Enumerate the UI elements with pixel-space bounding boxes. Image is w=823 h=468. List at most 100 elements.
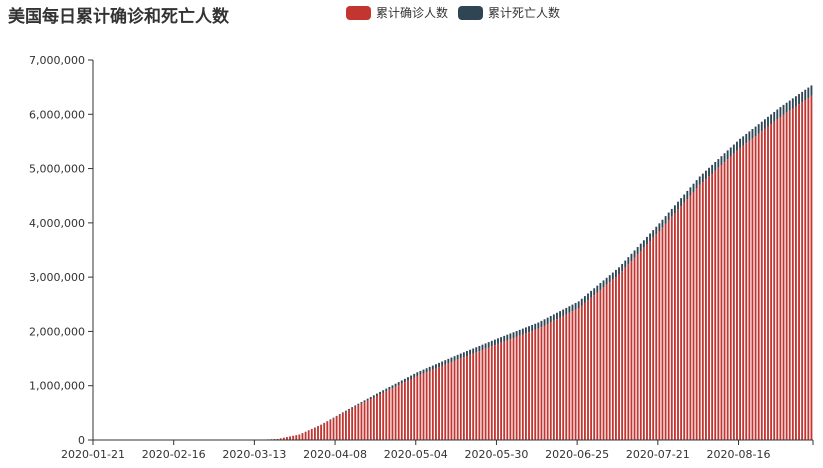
bar-confirmed: [649, 241, 651, 440]
bar-deaths: [503, 335, 506, 342]
bar-deaths: [497, 338, 499, 344]
bar-confirmed: [776, 119, 779, 440]
bar-confirmed: [534, 329, 537, 440]
bar-deaths: [627, 257, 630, 265]
bar-deaths: [742, 136, 745, 146]
bar-confirmed: [372, 397, 375, 440]
bar-deaths: [475, 347, 478, 353]
bar-deaths: [407, 377, 409, 381]
bar-confirmed: [310, 429, 313, 440]
bar-deaths: [732, 144, 735, 154]
bar-deaths: [571, 304, 574, 312]
bar-confirmed: [767, 126, 769, 441]
bar-confirmed: [670, 216, 673, 440]
bar-confirmed: [667, 220, 670, 440]
bar-confirmed: [742, 145, 745, 440]
bar-deaths: [447, 358, 450, 364]
bar-confirmed: [332, 418, 335, 440]
bar-confirmed: [509, 339, 512, 440]
bar-confirmed: [788, 110, 791, 441]
x-tick-label: 2020-06-25: [545, 448, 609, 461]
bar-confirmed: [279, 438, 282, 440]
bar-confirmed: [435, 368, 437, 440]
bar-confirmed: [782, 114, 785, 440]
bar-deaths: [652, 230, 655, 238]
bar-confirmed: [400, 383, 403, 440]
bar-confirmed: [807, 97, 810, 440]
bar-confirmed: [559, 317, 561, 440]
bar-confirmed: [403, 382, 406, 440]
bar-confirmed: [363, 402, 366, 440]
bar-confirmed: [673, 213, 676, 440]
bar-confirmed: [289, 436, 291, 440]
bar-confirmed: [301, 433, 304, 440]
bar-deaths: [587, 293, 589, 301]
bar-deaths: [413, 373, 416, 378]
bar-confirmed: [717, 167, 720, 440]
bar-deaths: [680, 198, 683, 207]
bar-deaths: [369, 396, 372, 400]
bar-confirmed: [627, 264, 630, 440]
bar-deaths: [608, 275, 611, 283]
bar-confirmed: [456, 359, 459, 440]
y-tick-label: 0: [78, 434, 85, 447]
bar-confirmed: [518, 335, 521, 440]
bar-confirmed: [490, 346, 493, 440]
bar-deaths: [425, 368, 428, 373]
bar-confirmed: [391, 388, 394, 440]
bar-deaths: [773, 111, 776, 122]
y-tick-label: 6,000,000: [29, 108, 85, 121]
bar-deaths: [683, 194, 686, 203]
bar-confirmed: [317, 426, 319, 440]
bar-deaths: [360, 402, 363, 404]
bar-deaths: [521, 328, 524, 335]
bar-confirmed: [692, 191, 695, 440]
bar-confirmed: [394, 386, 397, 440]
bar-deaths: [785, 102, 788, 113]
bar-confirmed: [773, 121, 776, 440]
legend-item-confirmed[interactable]: 累计确诊人数: [346, 4, 448, 21]
bar-deaths: [763, 119, 766, 129]
bar-confirmed: [801, 102, 804, 441]
bar-confirmed: [385, 391, 388, 440]
bar-confirmed: [323, 423, 326, 440]
bar-deaths: [428, 366, 431, 371]
bar-deaths: [391, 385, 394, 389]
bar-confirmed: [410, 379, 413, 440]
bar-deaths: [658, 223, 661, 231]
bar-deaths: [770, 114, 773, 125]
bar-confirmed: [472, 353, 475, 440]
bar-confirmed: [652, 237, 655, 440]
bar-confirmed: [459, 358, 462, 440]
bar-confirmed: [804, 100, 807, 440]
bar-confirmed: [543, 325, 546, 440]
bar-confirmed: [546, 323, 549, 440]
legend-item-deaths[interactable]: 累计死亡人数: [458, 4, 560, 21]
bar-confirmed: [680, 206, 683, 440]
bar-deaths: [782, 104, 785, 115]
bar-confirmed: [785, 112, 788, 441]
bar-confirmed: [466, 356, 468, 440]
bar-deaths: [537, 322, 540, 329]
bar-deaths: [639, 243, 642, 252]
y-tick-label: 4,000,000: [29, 217, 85, 230]
bar-deaths: [720, 156, 723, 165]
bar-confirmed: [714, 170, 717, 440]
bar-confirmed: [441, 365, 444, 440]
bar-deaths: [394, 383, 397, 387]
bar-deaths: [540, 320, 543, 328]
x-tick-label: 2020-04-08: [303, 448, 367, 461]
bar-confirmed: [413, 377, 416, 440]
bar-deaths: [559, 311, 561, 318]
bar-confirmed: [345, 411, 347, 440]
bar-deaths: [568, 306, 571, 313]
bar-deaths: [664, 216, 667, 224]
bar-deaths: [419, 370, 422, 375]
bar-deaths: [692, 183, 695, 192]
bar-confirmed: [292, 435, 295, 440]
bar-deaths: [326, 421, 329, 422]
bar-confirmed: [438, 367, 440, 440]
bar-confirmed: [320, 425, 323, 440]
bar-confirmed: [689, 195, 692, 440]
bar-deaths: [397, 382, 400, 386]
